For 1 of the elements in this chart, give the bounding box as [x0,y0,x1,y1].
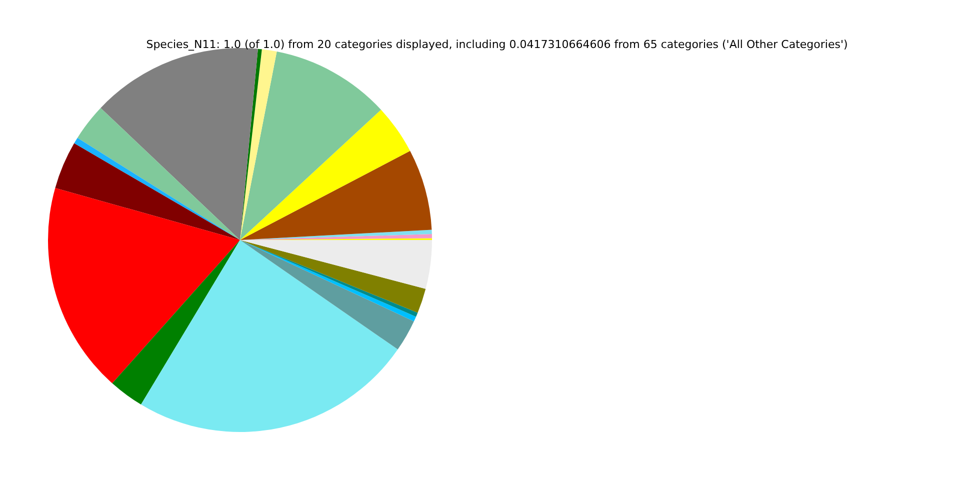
text: Species_N11: 1.0 (of 1.0) from 20 categories displayed, including 0.0417310664606 from 65 categories ('All Other Categories') [146,38,848,51]
